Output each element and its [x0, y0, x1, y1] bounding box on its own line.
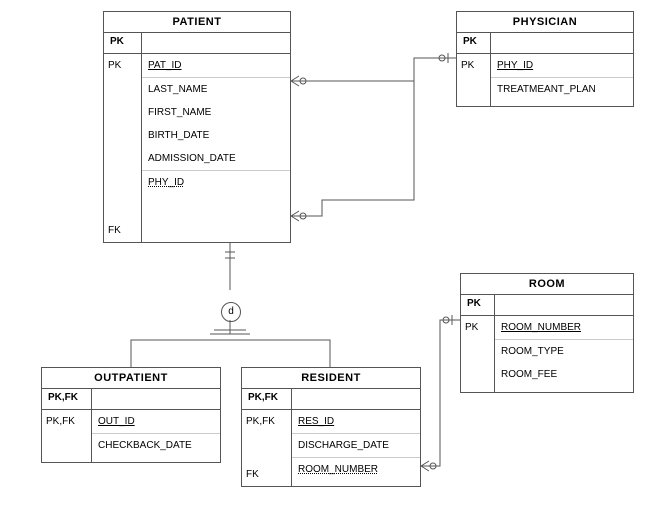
key-cell: PK [104, 54, 141, 77]
attr-header [495, 295, 633, 316]
entity-title: RESIDENT [242, 368, 420, 389]
attr-cell: TREATMEANT_PLAN [491, 78, 633, 101]
attr-cell: PAT_ID [142, 54, 290, 78]
attr-cell: PHY_ID [142, 170, 290, 194]
key-header: PK,FK [242, 389, 291, 410]
attr-cell: DISCHARGE_DATE [292, 434, 420, 457]
key-header: PK [457, 33, 490, 54]
key-cell [104, 77, 141, 219]
key-cell [461, 339, 494, 392]
attr-header [292, 389, 420, 410]
attr-cell: ROOM_TYPE [495, 340, 633, 363]
disjoint-indicator: d [221, 302, 241, 322]
attr-cell: BIRTH_DATE [142, 124, 290, 147]
attr-cell: FIRST_NAME [142, 101, 290, 124]
key-header: PK [104, 33, 141, 54]
entity-outpatient: OUTPATIENT PK,FK PK,FK OUT_ID CHECKBACK_… [41, 367, 221, 463]
entity-room: ROOM PK PK ROOM_NUMBER ROOM_TYPE ROOM_FE… [460, 273, 634, 393]
entity-patient: PATIENT PK PK FK PAT_ID LAST_NAME FIRST_… [103, 11, 291, 243]
entity-title: OUTPATIENT [42, 368, 220, 389]
attr-cell: ROOM_FEE [495, 363, 633, 386]
key-cell [457, 77, 490, 106]
attr-cell: OUT_ID [92, 410, 220, 434]
key-header: PK [461, 295, 494, 316]
key-cell: FK [242, 463, 291, 486]
attr-cell: ROOM_NUMBER [495, 316, 633, 340]
key-cell: PK,FK [242, 410, 291, 433]
attr-cell: ROOM_NUMBER [292, 457, 420, 481]
entity-title: PHYSICIAN [457, 12, 633, 33]
entity-resident: RESIDENT PK,FK PK,FK FK RES_ID DISCHARGE… [241, 367, 421, 487]
attr-cell: ADMISSION_DATE [142, 147, 290, 170]
attr-cell: RES_ID [292, 410, 420, 434]
key-header: PK,FK [42, 389, 91, 410]
key-cell: PK,FK [42, 410, 91, 433]
attr-header [92, 389, 220, 410]
attr-cell: PHY_ID [491, 54, 633, 78]
key-cell: PK [457, 54, 490, 77]
key-cell: FK [104, 219, 141, 242]
key-cell [42, 433, 91, 462]
entity-physician: PHYSICIAN PK PK PHY_ID TREATMEANT_PLAN [456, 11, 634, 107]
entity-title: PATIENT [104, 12, 290, 33]
attr-header [142, 33, 290, 54]
attr-cell: CHECKBACK_DATE [92, 434, 220, 457]
key-cell [242, 433, 291, 463]
entity-title: ROOM [461, 274, 633, 295]
attr-header [491, 33, 633, 54]
attr-cell: LAST_NAME [142, 78, 290, 101]
key-cell: PK [461, 316, 494, 339]
